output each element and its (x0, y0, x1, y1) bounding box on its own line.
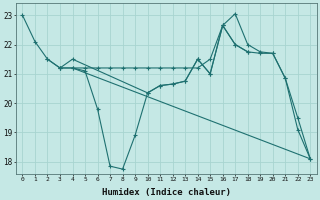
X-axis label: Humidex (Indice chaleur): Humidex (Indice chaleur) (102, 188, 231, 197)
